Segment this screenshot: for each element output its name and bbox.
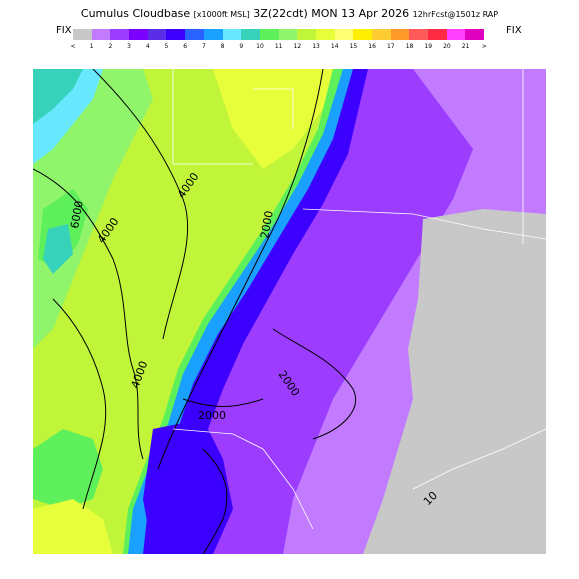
legend-swatch <box>465 29 485 40</box>
contour-label: 2000 <box>258 210 276 240</box>
color-legend-bar <box>73 29 503 40</box>
legend-swatch <box>259 29 279 40</box>
legend-swatch <box>73 29 92 40</box>
legend-tick-label: > <box>481 43 487 50</box>
title-units: [x1000ft MSL] <box>193 10 250 19</box>
legend-tick-label: 7 <box>201 43 206 50</box>
contour-4000-a <box>92 69 189 340</box>
contour-lines <box>33 69 357 554</box>
title-main: Cumulus Cloudbase <box>80 7 191 20</box>
legend-swatch <box>241 29 260 40</box>
legend-tick-label: 2 <box>108 43 113 50</box>
color-legend-ticks: <1 2 3 4 5 6 7 8 9 10 11 12 13 14 15 16 17 18 19 20 21 > <box>70 43 503 53</box>
legend-swatch <box>110 29 130 40</box>
legend-tick-label: 3 <box>127 43 131 50</box>
title-forecast: 12hrFcst@1501z RAP <box>412 10 499 19</box>
legend-tick-label: 1 <box>89 43 94 50</box>
boundary-1 <box>172 69 253 165</box>
legend-tick-label: 10 <box>256 43 264 50</box>
contour-2000-c <box>182 398 264 407</box>
region-green-west <box>33 69 153 349</box>
colorbar-right-label: FIX <box>506 25 522 36</box>
legend-tick-label: 21 <box>461 43 470 50</box>
region-green-sw <box>33 429 103 509</box>
legend-swatch <box>428 29 447 40</box>
region-yellow-sw <box>33 499 113 554</box>
legend-tick-label: 20 <box>443 43 451 50</box>
legend-tick-label: 11 <box>274 43 283 50</box>
legend-swatch <box>334 29 354 40</box>
legend-swatch <box>129 29 148 40</box>
contour-4000-b <box>202 448 228 554</box>
legend-tick-label: 9 <box>239 43 244 50</box>
legend-tick-label: 8 <box>220 43 225 50</box>
legend-swatch <box>166 29 186 40</box>
legend-swatch <box>91 29 111 40</box>
legend-tick-label: < <box>70 43 76 50</box>
map-title: Cumulus Cloudbase [x1000ft MSL] 3Z(22cdt… <box>0 7 579 20</box>
boundary-4 <box>172 428 314 530</box>
legend-swatch <box>222 29 242 40</box>
legend-tick-label: 19 <box>424 43 433 50</box>
contour-west <box>52 298 107 510</box>
cloudbase-map: 6000 4000 4000 2000 2000 2000 4000 10 <box>33 69 546 554</box>
legend-swatch <box>297 29 316 40</box>
legend-swatch <box>353 29 372 40</box>
contour-label: 6000 <box>68 200 86 230</box>
contour-6000 <box>33 168 144 460</box>
boundary-6 <box>412 428 546 490</box>
legend-tick-label: 12 <box>293 43 302 50</box>
legend-tick-label: 16 <box>368 43 376 50</box>
legend-tick-label: 6 <box>183 43 188 50</box>
region-teal-1 <box>43 224 73 274</box>
contour-2000-a <box>157 69 324 470</box>
region-teal-nw <box>33 69 83 124</box>
legend-swatch <box>203 29 223 40</box>
title-time: 3Z(22cdt) MON 13 Apr 2026 <box>253 7 410 20</box>
boundary-2 <box>253 88 294 129</box>
legend-tick-label: 18 <box>405 43 414 50</box>
legend-tick-label: 13 <box>312 43 320 50</box>
legend-swatch <box>446 29 466 40</box>
map-svg: 6000 4000 4000 2000 2000 2000 4000 10 <box>33 69 546 554</box>
legend-swatch <box>484 29 503 40</box>
legend-swatch <box>185 29 204 40</box>
contour-2000-b <box>272 328 357 440</box>
legend-swatch <box>372 29 391 40</box>
legend-swatch <box>147 29 167 40</box>
legend-tick-label: 4 <box>145 43 150 50</box>
legend-swatch <box>390 29 410 40</box>
legend-tick-label: 14 <box>330 43 339 50</box>
contour-label: 2000 <box>198 409 226 422</box>
legend-swatch <box>409 29 429 40</box>
region-blue-south <box>143 419 233 554</box>
colorbar-left-label: FIX <box>56 25 72 36</box>
legend-swatch <box>315 29 335 40</box>
legend-tick-label: 17 <box>386 43 395 50</box>
legend-tick-label: 5 <box>164 43 169 50</box>
legend-tick-label: 15 <box>349 43 358 50</box>
legend-swatch <box>278 29 298 40</box>
state-boundaries <box>172 69 546 530</box>
region-yellow-north <box>213 69 333 169</box>
boundary-3 <box>302 208 546 240</box>
region-gray-east <box>363 209 546 554</box>
